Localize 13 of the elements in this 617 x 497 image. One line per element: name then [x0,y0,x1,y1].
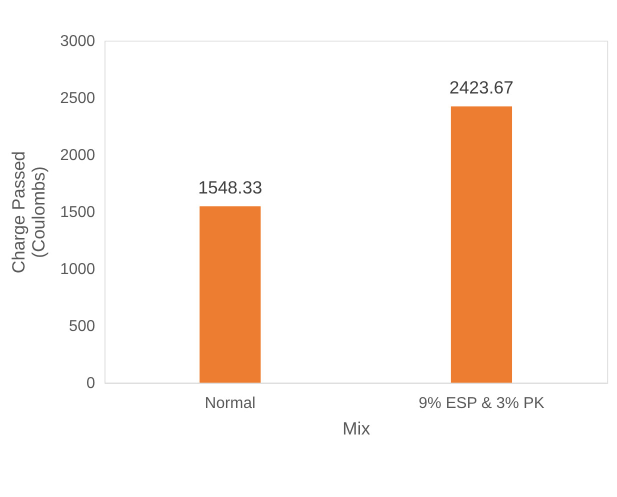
y-axis-title: Charge Passed (Coulombs) [8,151,48,274]
y-tick-label: 1000 [60,261,96,278]
data-label: 2423.67 [449,78,514,98]
y-tick-label: 2500 [60,90,96,108]
data-label: 1548.33 [198,177,262,198]
x-axis-title: Mix [342,418,370,438]
y-tick-label: 0 [86,375,96,392]
y-tick-label: 3000 [60,33,96,50]
x-tick-label: Normal [204,394,256,412]
y-tick-label: 1500 [60,204,96,222]
x-tick-label: 9% ESP & 3% PK [418,394,545,412]
y-tick-label: 2000 [60,147,96,164]
y-tick-label: 500 [68,318,96,336]
